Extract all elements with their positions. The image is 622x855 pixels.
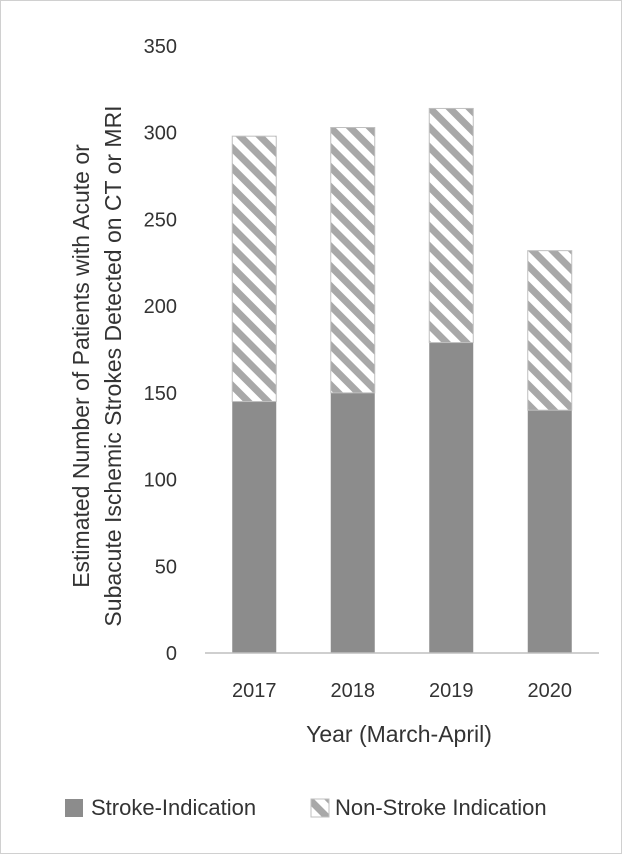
bar-non-stroke-indication-2020 — [527, 250, 573, 411]
legend-swatch-non-stroke-indication — [310, 798, 330, 818]
x-tick-label: 2017 — [232, 680, 277, 702]
y-tick-label: 250 — [144, 209, 177, 231]
legend-swatch-stroke-indication — [65, 799, 83, 817]
legend: Stroke-Indication Non-Stroke Indication — [65, 795, 547, 820]
bar-stroke-indication-2020 — [527, 410, 572, 653]
y-axis-title-line-2: Subacute Ischemic Strokes Detected on CT… — [100, 105, 126, 626]
y-tick-label: 200 — [144, 296, 177, 318]
y-tick-label: 50 — [155, 556, 177, 578]
x-tick-label: 2019 — [429, 680, 474, 702]
y-tick-label: 350 — [144, 36, 177, 58]
x-axis-ticks: 2017 2018 2019 2020 — [232, 680, 572, 702]
bar-stroke-indication-2019 — [429, 342, 474, 653]
bar-stroke-indication-2018 — [330, 392, 375, 653]
bar-non-stroke-indication-2017 — [231, 135, 277, 403]
y-axis-ticks: 0 50 100 150 200 250 300 350 — [144, 36, 177, 665]
y-tick-label: 150 — [144, 383, 177, 405]
bar-non-stroke-indication-2019 — [428, 107, 474, 344]
x-tick-label: 2020 — [528, 680, 573, 702]
x-tick-label: 2018 — [331, 680, 376, 702]
legend-label-stroke-indication: Stroke-Indication — [91, 795, 256, 820]
y-axis-title: Estimated Number of Patients with Acute … — [68, 105, 126, 626]
y-tick-label: 0 — [166, 643, 177, 665]
y-tick-label: 100 — [144, 470, 177, 492]
y-tick-label: 300 — [144, 123, 177, 145]
bar-non-stroke-indication-2018 — [330, 127, 376, 394]
bar-stroke-indication-2017 — [232, 401, 277, 653]
y-axis-title-line-1: Estimated Number of Patients with Acute … — [68, 144, 94, 588]
bars — [231, 107, 573, 653]
x-axis-title: Year (March-April) — [306, 721, 492, 747]
legend-label-non-stroke-indication: Non-Stroke Indication — [335, 795, 547, 820]
